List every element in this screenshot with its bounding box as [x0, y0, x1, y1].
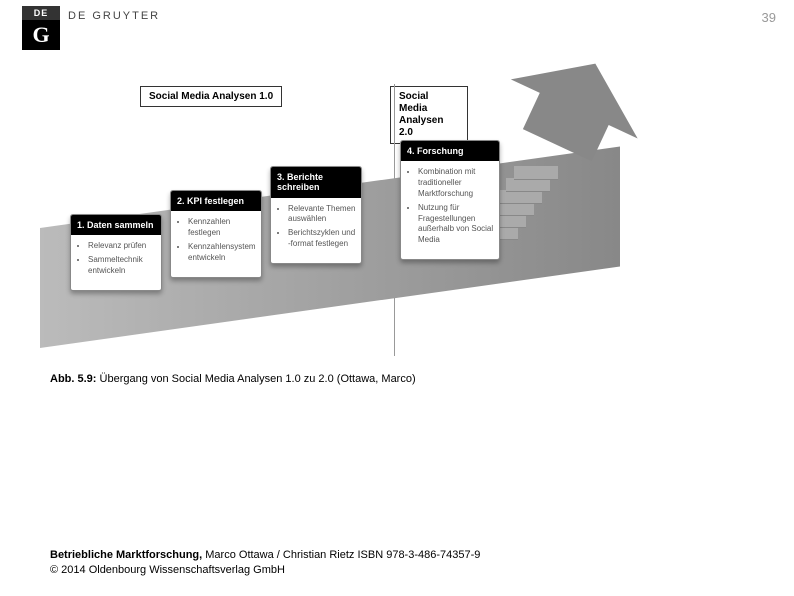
- page-number: 39: [762, 10, 776, 25]
- publisher-logo: DE G DE GRUYTER: [22, 6, 160, 50]
- step-card-2-item: Kennzahlensystem entwickeln: [188, 242, 256, 264]
- logo-brand-text: DE GRUYTER: [68, 10, 160, 22]
- step-card-1-item: Relevanz prüfen: [88, 241, 156, 252]
- footer-copyright: © 2014 Oldenbourg Wissenschaftsverlag Gm…: [50, 563, 480, 578]
- step-card-4-item: Kombination mit traditioneller Marktfors…: [418, 167, 494, 199]
- footer-authors: Marco Ottawa / Christian Rietz ISBN 978-…: [205, 549, 480, 561]
- step-card-4: 4. Forschung Kombination mit traditionel…: [400, 140, 500, 260]
- step-card-3: 3. Berichte schreiben Relevante Themen a…: [270, 166, 362, 264]
- transition-diagram: Social Media Analysen 1.0 Social Media A…: [40, 78, 680, 358]
- section-label-2: Social Media Analysen 2.0: [390, 86, 468, 144]
- step-card-2-title: 2. KPI festlegen: [171, 191, 261, 211]
- step-card-4-title: 4. Forschung: [401, 141, 499, 161]
- step-card-3-body: Relevante Themen auswählen Berichtszykle…: [271, 198, 361, 263]
- step-card-3-item: Relevante Themen auswählen: [288, 204, 356, 226]
- step-card-2-body: Kennzahlen festlegen Kennzahlensystem en…: [171, 211, 261, 276]
- caption-text: Übergang von Social Media Analysen 1.0 z…: [100, 373, 416, 385]
- page-footer: Betriebliche Marktforschung, Marco Ottaw…: [50, 548, 480, 578]
- step-card-1-title: 1. Daten sammeln: [71, 215, 161, 235]
- step-card-1: 1. Daten sammeln Relevanz prüfen Sammelt…: [70, 214, 162, 291]
- logo-main-text: G: [22, 20, 60, 50]
- logo-top-text: DE: [22, 6, 60, 20]
- logo-mark: DE G: [22, 6, 60, 50]
- section-label-1: Social Media Analysen 1.0: [140, 86, 282, 107]
- step-card-3-title: 3. Berichte schreiben: [271, 167, 361, 198]
- step-card-2: 2. KPI festlegen Kennzahlen festlegen Ke…: [170, 190, 262, 278]
- caption-prefix: Abb. 5.9:: [50, 373, 96, 385]
- step-card-2-item: Kennzahlen festlegen: [188, 217, 256, 239]
- step-card-4-body: Kombination mit traditioneller Marktfors…: [401, 161, 499, 259]
- step-card-1-item: Sammeltechnik entwickeln: [88, 255, 156, 277]
- step-card-4-item: Nutzung für Fragestellungen außerhalb vo…: [418, 203, 494, 246]
- figure-caption: Abb. 5.9: Übergang von Social Media Anal…: [50, 373, 416, 385]
- footer-title: Betriebliche Marktforschung,: [50, 549, 202, 561]
- step-card-3-item: Berichtszyklen und -format festlegen: [288, 228, 356, 250]
- step-card-1-body: Relevanz prüfen Sammeltechnik entwickeln: [71, 235, 161, 289]
